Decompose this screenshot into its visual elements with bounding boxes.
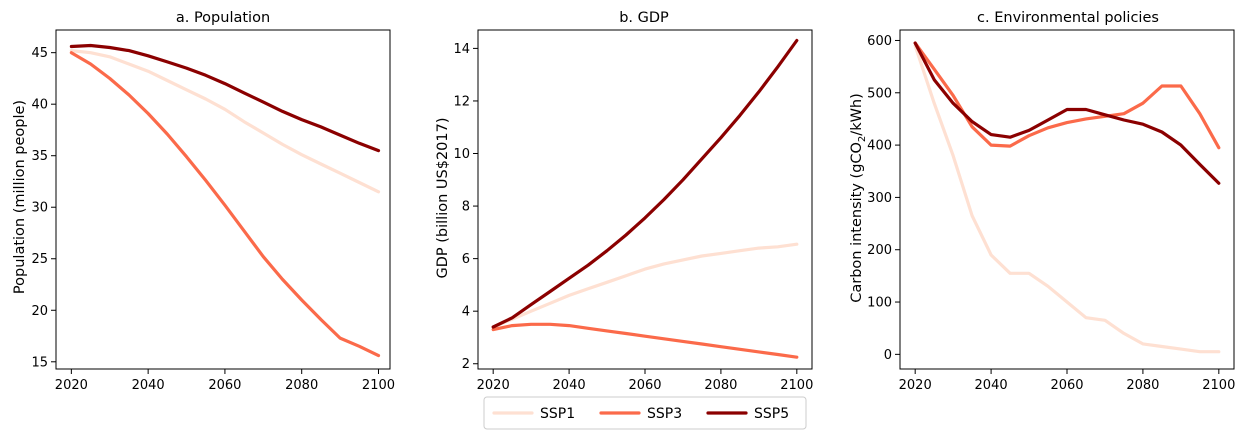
panel-environmental-policies-series-ssp1 [913,44,1221,354]
panel-environmental-policies-series-ssp3 [913,41,1221,150]
panel-population-ytick-label: 30 [31,201,48,216]
panel-environmental-policies-ylabel: Carbon intensity (gCO2/kWh) [849,93,868,303]
legend-label-ssp1: SSP1 [540,406,575,422]
panel-environmental-policies-xtick-label: 2080 [1126,378,1159,393]
panel-population-title: a. Population [176,10,270,26]
panel-gdp-title: b. GDP [619,10,669,26]
panel-gdp-ytick-label: 2 [462,357,470,372]
ylabel-tail: /kWh) [849,93,865,135]
panel-population-axes: 2020 2040 2060 2080 2100 15 20 25 30 35 40 45 [31,46,395,393]
panel-population-series [69,43,381,358]
panel-environmental-policies-ytick-label: 0 [884,348,892,363]
panel-population-series-ssp5 [69,43,381,153]
panel-environmental-policies-ytick-label: 300 [867,191,892,206]
panel-environmental-policies-xtick-label: 2060 [1050,378,1083,393]
panel-gdp-series-ssp1 [491,242,799,329]
panel-environmental-policies-ytick-label: 200 [867,243,892,258]
panel-gdp-series-ssp5 [491,38,799,329]
panel-population-xtick-label: 2040 [132,378,165,393]
panel-gdp-xtick-label: 2080 [704,378,737,393]
panel-environmental-policies: c. Environmental policies Carbon intensi… [849,10,1235,393]
panel-gdp-xtick-label: 2020 [477,378,510,393]
panel-gdp-ytick-label: 8 [462,200,470,215]
legend-label-ssp3: SSP3 [647,406,682,422]
panel-population-ytick-label: 35 [31,149,48,164]
panel-environmental-policies-ytick-label: 400 [867,139,892,154]
panel-population-series-ssp1 [69,48,381,194]
legend-label-ssp5: SSP5 [754,406,789,422]
panel-gdp-series-ssp3 [491,322,799,359]
panel-gdp-ytick-label: 4 [462,305,470,320]
panel-gdp-ytick-label: 6 [462,252,470,267]
panel-population-series-ssp3 [69,51,381,358]
panel-gdp-ylabel: GDP (billion US$2017) [435,117,451,278]
panel-population-xtick-label: 2100 [362,378,395,393]
legend-items: SSP1 SSP3 SSP5 [492,406,789,422]
ylabel-subscript: 2 [857,136,868,142]
legend: SSP1 SSP3 SSP5 [483,396,807,430]
panel-population-xtick-label: 2080 [285,378,318,393]
panel-population: a. Population Population (million people… [12,10,395,393]
panel-environmental-policies-series-ssp5 [913,41,1221,185]
panel-population-xtick-label: 2060 [208,378,241,393]
panel-gdp-xtick-label: 2040 [553,378,586,393]
panel-environmental-policies-ytick-label: 500 [867,86,892,101]
panel-gdp-ytick-label: 14 [453,42,470,57]
panel-environmental-policies-xtick-label: 2020 [899,378,932,393]
panel-gdp-series [491,38,799,359]
panel-population-ytick-label: 20 [31,304,48,319]
legend-frame [483,396,807,430]
panel-environmental-policies-series [913,41,1221,354]
ylabel-main: Carbon intensity (gCO [849,142,865,303]
panel-gdp-ytick-label: 12 [453,94,470,109]
panel-environmental-policies-title: c. Environmental policies [977,10,1159,26]
panel-population-frame [55,29,391,370]
panel-gdp-frame [477,29,813,370]
panel-environmental-policies-ytick-label: 100 [867,296,892,311]
panel-gdp-ytick-label: 10 [453,147,470,162]
panel-environmental-policies-xtick-label: 2100 [1202,378,1235,393]
panel-population-ytick-label: 15 [31,355,48,370]
panel-environmental-policies-ytick-label: 600 [867,34,892,49]
panel-population-ytick-label: 25 [31,252,48,267]
panel-environmental-policies-xtick-label: 2040 [975,378,1008,393]
panel-environmental-policies-frame [899,29,1235,370]
panel-population-ylabel: Population (million people) [12,100,28,294]
panel-gdp: b. GDP GDP (billion US$2017) 2020 2040 206… [435,10,813,393]
panel-population-ytick-label: 40 [31,98,48,113]
panel-gdp-xtick-label: 2100 [780,378,813,393]
panel-gdp-xtick-label: 2060 [628,378,661,393]
panel-gdp-axes: 2020 2040 2060 2080 2100 2 4 6 8 10 12 14 [453,42,813,393]
panel-population-ytick-label: 45 [31,46,48,61]
panel-population-xtick-label: 2020 [55,378,88,393]
panel-environmental-policies-axes: 2020 2040 2060 2080 2100 0 100 200 300 400 500 600 [867,34,1235,393]
